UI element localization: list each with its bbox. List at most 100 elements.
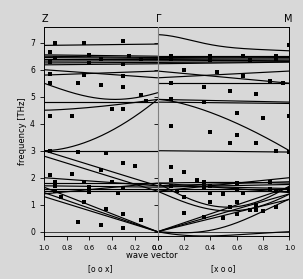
Point xyxy=(234,212,239,217)
Point xyxy=(121,186,126,190)
Point xyxy=(76,220,81,225)
Point xyxy=(274,148,279,153)
Point xyxy=(76,81,81,85)
Point xyxy=(121,39,126,44)
Point xyxy=(138,217,143,222)
Point xyxy=(53,189,58,193)
Point xyxy=(208,58,213,62)
Point xyxy=(104,151,109,156)
Point xyxy=(70,113,75,118)
Point xyxy=(228,205,232,210)
Point xyxy=(168,165,173,169)
Point xyxy=(168,81,173,85)
Point xyxy=(121,212,126,217)
Point xyxy=(168,97,173,102)
Y-axis label: frequency [THz]: frequency [THz] xyxy=(18,97,27,165)
Point xyxy=(221,192,226,196)
Point xyxy=(181,194,186,199)
Point xyxy=(254,203,259,207)
Point xyxy=(168,124,173,129)
Point xyxy=(274,205,279,210)
Point xyxy=(47,81,52,85)
Point xyxy=(261,209,265,214)
Point xyxy=(208,129,213,134)
Point xyxy=(110,179,115,184)
Point xyxy=(58,194,63,199)
Point xyxy=(274,189,279,193)
Point xyxy=(132,163,137,168)
Point xyxy=(208,184,213,188)
Point xyxy=(47,148,52,153)
Point xyxy=(228,89,232,93)
Point xyxy=(76,150,81,154)
Point xyxy=(81,40,86,45)
Point xyxy=(267,78,272,83)
Point xyxy=(115,190,120,195)
Point xyxy=(234,111,239,115)
Point xyxy=(47,173,52,177)
Point xyxy=(181,170,186,175)
Point xyxy=(87,185,92,189)
Point xyxy=(127,54,132,58)
Point xyxy=(110,107,115,111)
Text: [x o o]: [x o o] xyxy=(211,264,236,273)
Point xyxy=(287,43,292,48)
Point xyxy=(121,62,126,66)
Point xyxy=(247,208,252,212)
Point xyxy=(168,178,173,183)
Point xyxy=(208,190,213,195)
Point xyxy=(121,107,126,111)
Point xyxy=(201,179,206,184)
Text: Γ: Γ xyxy=(156,15,162,25)
Point xyxy=(208,200,213,204)
Point xyxy=(53,184,58,188)
Point xyxy=(201,100,206,104)
Point xyxy=(81,179,86,184)
Text: wave vector: wave vector xyxy=(126,251,177,260)
Point xyxy=(47,50,52,54)
Point xyxy=(261,116,265,121)
Point xyxy=(267,179,272,184)
Text: Z: Z xyxy=(42,15,48,25)
Point xyxy=(280,81,285,85)
Point xyxy=(144,98,148,103)
Point xyxy=(287,113,292,118)
Point xyxy=(53,55,58,60)
Point xyxy=(181,68,186,72)
Point xyxy=(87,61,92,65)
Text: [o o x]: [o o x] xyxy=(88,264,113,273)
Point xyxy=(53,179,58,184)
Point xyxy=(254,92,259,96)
Point xyxy=(201,85,206,90)
Point xyxy=(208,54,213,58)
Point xyxy=(138,93,143,98)
Point xyxy=(175,189,180,193)
Point xyxy=(121,85,126,90)
Point xyxy=(121,161,126,165)
Point xyxy=(201,185,206,189)
Point xyxy=(254,208,259,212)
Point xyxy=(241,54,246,58)
Point xyxy=(121,74,126,79)
Point xyxy=(98,167,103,172)
Point xyxy=(121,225,126,230)
Point xyxy=(241,190,246,195)
Point xyxy=(234,186,239,191)
Point xyxy=(81,73,86,77)
Point xyxy=(47,59,52,64)
Point xyxy=(87,53,92,57)
Point xyxy=(70,171,75,176)
Point xyxy=(98,82,103,87)
Point xyxy=(274,54,279,58)
Point xyxy=(241,74,246,79)
Point xyxy=(287,150,292,154)
Point xyxy=(168,57,173,62)
Point xyxy=(87,190,92,194)
Point xyxy=(215,70,219,75)
Point xyxy=(221,216,226,220)
Point xyxy=(98,223,103,227)
Point xyxy=(181,211,186,215)
Point xyxy=(81,200,86,204)
Point xyxy=(98,57,103,61)
Point xyxy=(201,215,206,219)
